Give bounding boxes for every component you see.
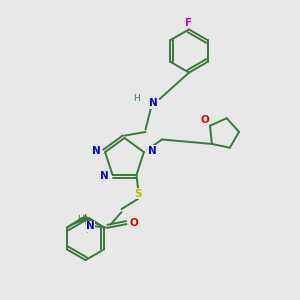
Text: H: H — [78, 215, 84, 224]
Text: N: N — [148, 98, 158, 109]
Text: N: N — [148, 146, 157, 156]
Text: H: H — [133, 94, 140, 103]
Text: O: O — [200, 115, 209, 125]
Text: N: N — [100, 171, 109, 182]
Text: O: O — [130, 218, 139, 228]
Text: N: N — [86, 221, 95, 231]
Text: S: S — [134, 188, 142, 199]
Text: N: N — [92, 146, 101, 156]
Text: F: F — [185, 18, 193, 28]
